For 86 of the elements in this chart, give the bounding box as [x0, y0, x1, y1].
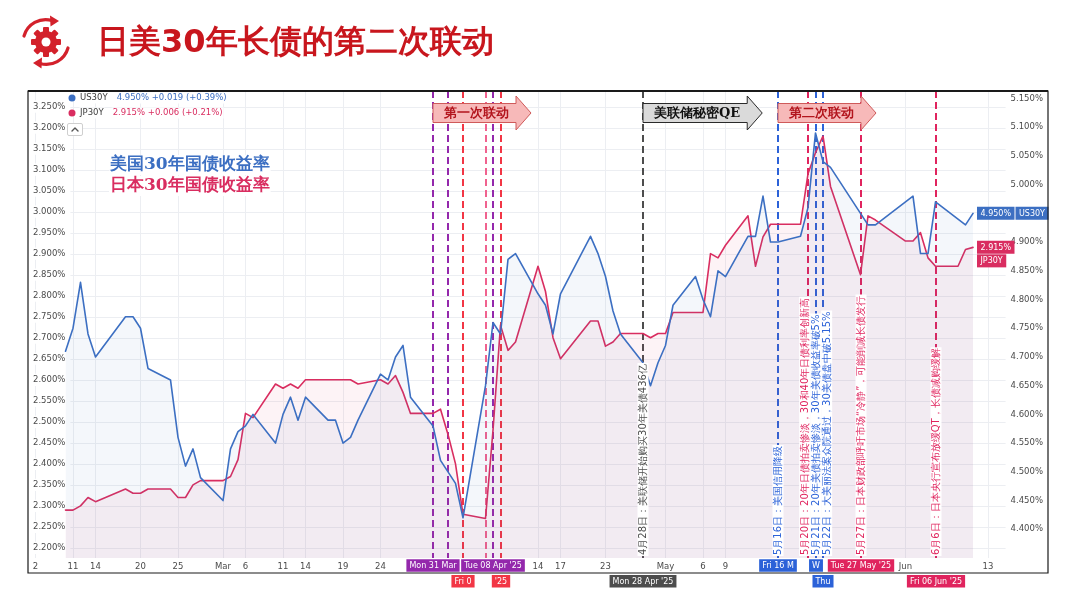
ref-line-label: Mon 31 Mar	[409, 561, 458, 571]
y-tick-label: 2.350%	[32, 479, 66, 490]
y2-tick-label: 4.800%	[1010, 293, 1043, 304]
y2-tick-label: 4.750%	[1010, 322, 1043, 333]
ref-line-label: Tue 08 Apr '25	[463, 561, 522, 571]
y2-tick-label: 5.100%	[1010, 121, 1043, 132]
y-tick-label: 2.750%	[32, 310, 66, 321]
y-tick-label: 3.150%	[32, 142, 66, 153]
y-tick-label: 2.300%	[32, 500, 66, 511]
x-tick-label: Mar	[214, 561, 232, 572]
annotation: 5月16日：美国信用降级	[772, 445, 784, 555]
y-tick-label: 2.950%	[32, 226, 66, 237]
y2-tick-label: 5.050%	[1010, 150, 1043, 161]
y2-tick-label: 5.150%	[1010, 92, 1043, 103]
y2-tick-label: 5.000%	[1010, 178, 1043, 189]
y-tick-label: 2.600%	[32, 373, 66, 384]
x-tick-label: 23	[600, 561, 611, 572]
y2-tick-label: 4.650%	[1010, 379, 1043, 390]
y-tick-label: 2.550%	[32, 395, 66, 405]
annotation: 5月27日：日本财政部呼吁市场“冷静”，可能削减长债发行	[855, 295, 867, 555]
x-tick-label: 24	[375, 561, 386, 572]
data-label: 2.915%	[980, 242, 1012, 252]
ref-line-label: Fri 16 M	[762, 561, 794, 571]
text: JP30Y	[980, 256, 1003, 266]
x-tick-label: 6	[242, 561, 249, 572]
x-tick-label: 20	[135, 561, 146, 572]
y-tick-label: 3.250%	[32, 100, 66, 111]
y-tick-label: 2.650%	[32, 352, 66, 363]
x-tick-label: 11	[67, 561, 79, 572]
x-tick-label: May	[656, 561, 675, 572]
y-tick-label: 3.000%	[32, 205, 66, 216]
ref-line-label: W	[812, 561, 821, 571]
annotation: 日本30年国债收益率	[110, 174, 270, 195]
x-tick-label: 6	[700, 561, 706, 572]
y-tick-label: 2.850%	[32, 268, 66, 279]
y2-tick-label: 4.450%	[1010, 494, 1043, 505]
x-tick-label: 14	[90, 561, 101, 572]
annotation: 5月20日：20年日债拍卖惨淡，30和40年日债利率创新高	[798, 297, 810, 555]
ref-line-label: '25	[494, 576, 508, 586]
ref-line-label: Fri 0	[454, 576, 472, 586]
y2-tick-label: 4.850%	[1010, 265, 1043, 275]
ref-line-label: Thu	[814, 576, 831, 586]
x-tick-label: Jun	[897, 561, 913, 572]
x-tick-label: 11	[277, 561, 289, 572]
ref-line-label: Fri 06 Jun '25	[909, 576, 963, 586]
y2-tick-label: 4.500%	[1010, 466, 1043, 477]
ref-line-label: Mon 28 Apr '25	[612, 576, 674, 586]
y2-tick-label: 4.700%	[1010, 351, 1043, 362]
legend-label: US30Y	[80, 92, 109, 103]
text: US30Y	[1019, 208, 1045, 218]
y-tick-label: 2.400%	[32, 458, 66, 469]
y-tick-label: 3.100%	[32, 163, 66, 174]
y-tick-label: 2.250%	[32, 521, 66, 532]
legend-label: JP30Y	[79, 107, 105, 118]
y-tick-label: 2.450%	[32, 437, 66, 448]
y-tick-label: 3.050%	[32, 184, 66, 195]
annotation: 4.950% +0.019 (+0.39%)	[116, 92, 227, 103]
x-tick-label: 2	[32, 561, 39, 572]
x-tick-label: 14	[300, 561, 311, 572]
annotation: 第二次联动	[788, 104, 854, 120]
y-tick-label: 2.800%	[32, 289, 66, 300]
annotation: 2.915% +0.006 (+0.21%)	[112, 107, 223, 118]
y-tick-label: 2.900%	[32, 247, 66, 258]
y-tick-label: 2.200%	[32, 542, 66, 553]
annotation: 美国30年国债收益率	[109, 153, 270, 174]
ref-line-label: Tue 27 May '25	[829, 561, 892, 571]
x-tick-label: 9	[722, 561, 729, 572]
annotation: 5月22日：大美丽法案众院通过，30美债盘中破5.15%	[820, 311, 832, 555]
annotation: 5月21日：20年美债拍卖惨淡，30年美债收益率破5%	[809, 314, 821, 555]
y2-tick-label: 4.600%	[1010, 408, 1043, 419]
x-tick-label: 25	[172, 561, 184, 572]
annotation: 美联储秘密QE	[653, 104, 741, 120]
y2-tick-label: 4.550%	[1010, 437, 1043, 448]
annotation: 6月6日：日本央行宣布放缓QT，长债减购缓解	[930, 348, 942, 555]
annotation: 4月28日：美联储开始购买30年美债436亿	[637, 364, 649, 555]
y-tick-label: 3.200%	[32, 121, 66, 132]
x-tick-label: 13	[982, 561, 994, 572]
annotation: 第一次联动	[443, 104, 509, 120]
data-label: 4.950%	[980, 208, 1012, 218]
y2-tick-label: 4.400%	[1010, 523, 1043, 534]
x-tick-label: 19	[337, 561, 349, 572]
chart-title: 日美30年长债的第二次联动	[97, 21, 494, 62]
y-tick-label: 2.500%	[32, 416, 66, 427]
x-tick-label: 17	[555, 561, 566, 572]
y-tick-label: 2.700%	[32, 331, 66, 342]
x-tick-label: 14	[532, 561, 544, 572]
